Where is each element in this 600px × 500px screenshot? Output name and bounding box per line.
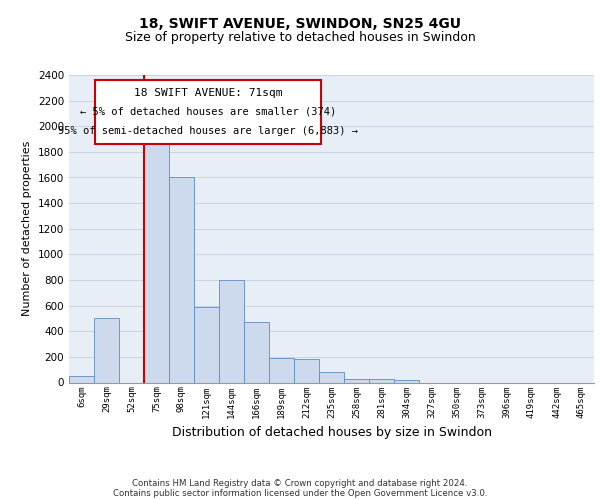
Bar (144, 136, 169, 382)
Bar (219, 280, 244, 382)
Bar (69, 376, 94, 382)
X-axis label: Distribution of detached houses by size in Swindon: Distribution of detached houses by size … (172, 426, 491, 439)
Text: 18 SWIFT AVENUE: 71sqm: 18 SWIFT AVENUE: 71sqm (134, 88, 283, 98)
Bar (294, 360, 319, 382)
Bar (194, 307, 219, 382)
Bar (319, 372, 344, 382)
Bar (344, 378, 369, 382)
Bar (394, 380, 419, 382)
Text: ← 5% of detached houses are smaller (374): ← 5% of detached houses are smaller (374… (80, 107, 336, 117)
Text: Contains public sector information licensed under the Open Government Licence v3: Contains public sector information licen… (113, 488, 487, 498)
Bar (269, 358, 294, 382)
Y-axis label: Number of detached properties: Number of detached properties (22, 141, 32, 316)
Bar (169, 178, 194, 382)
Text: 95% of semi-detached houses are larger (6,883) →: 95% of semi-detached houses are larger (… (58, 126, 358, 136)
Bar (369, 378, 394, 382)
Text: 18, SWIFT AVENUE, SWINDON, SN25 4GU: 18, SWIFT AVENUE, SWINDON, SN25 4GU (139, 18, 461, 32)
Text: Contains HM Land Registry data © Crown copyright and database right 2024.: Contains HM Land Registry data © Crown c… (132, 478, 468, 488)
Text: Size of property relative to detached houses in Swindon: Size of property relative to detached ho… (125, 31, 475, 44)
FancyBboxPatch shape (95, 80, 321, 144)
Bar (94, 318, 119, 382)
Bar (244, 322, 269, 382)
